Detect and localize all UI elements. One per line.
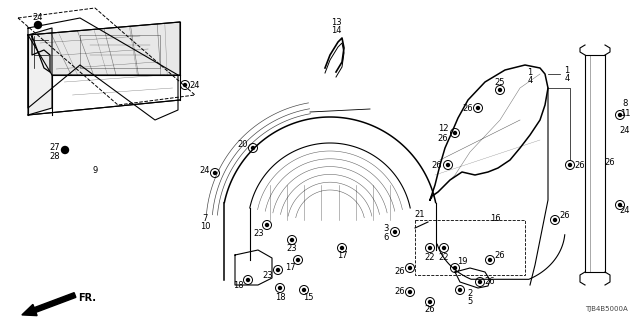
Text: 4: 4: [527, 76, 532, 84]
Text: 26: 26: [560, 211, 570, 220]
Circle shape: [479, 281, 481, 284]
Text: 17: 17: [337, 252, 348, 260]
Circle shape: [214, 172, 216, 174]
Text: TJB4B5000A: TJB4B5000A: [585, 306, 628, 312]
Circle shape: [246, 278, 250, 282]
Circle shape: [266, 223, 269, 227]
Circle shape: [499, 89, 502, 92]
Text: 24: 24: [33, 12, 44, 21]
Circle shape: [408, 267, 412, 269]
Circle shape: [278, 286, 282, 290]
Text: 12: 12: [438, 124, 448, 132]
Text: 26: 26: [605, 157, 615, 166]
Circle shape: [394, 230, 397, 234]
Text: 18: 18: [233, 281, 243, 290]
Text: 26: 26: [463, 103, 474, 113]
Text: 24: 24: [189, 81, 200, 90]
Text: 23: 23: [253, 228, 264, 237]
Text: 9: 9: [92, 165, 98, 174]
Polygon shape: [28, 28, 52, 115]
Circle shape: [442, 246, 445, 250]
Circle shape: [276, 268, 280, 271]
Circle shape: [488, 259, 492, 261]
Text: 24: 24: [200, 165, 211, 174]
Circle shape: [291, 238, 294, 242]
Circle shape: [429, 300, 431, 303]
Circle shape: [429, 246, 431, 250]
Text: 6: 6: [383, 233, 388, 242]
Text: 16: 16: [490, 213, 500, 222]
Text: 7: 7: [202, 213, 208, 222]
Text: 8: 8: [622, 99, 628, 108]
Text: 19: 19: [457, 258, 467, 267]
Text: 5: 5: [467, 298, 472, 307]
Text: 17: 17: [285, 263, 295, 273]
Circle shape: [477, 107, 479, 109]
Text: 13: 13: [331, 18, 341, 27]
Circle shape: [408, 291, 412, 293]
Circle shape: [35, 21, 42, 28]
Text: 4: 4: [564, 74, 570, 83]
Text: 26: 26: [395, 268, 405, 276]
Text: 24: 24: [620, 125, 630, 134]
Text: 15: 15: [303, 293, 313, 302]
Text: 14: 14: [331, 26, 341, 35]
Text: 2: 2: [467, 290, 472, 299]
Circle shape: [303, 289, 305, 292]
Text: 3: 3: [383, 223, 388, 233]
Circle shape: [554, 219, 557, 221]
Circle shape: [618, 114, 621, 116]
Circle shape: [458, 289, 461, 292]
Text: 26: 26: [432, 161, 442, 170]
Text: 22: 22: [425, 252, 435, 261]
Text: 26: 26: [438, 133, 448, 142]
Text: 26: 26: [484, 277, 495, 286]
Text: FR.: FR.: [78, 293, 96, 303]
Circle shape: [454, 132, 456, 134]
Text: 20: 20: [237, 140, 248, 148]
Text: 11: 11: [620, 108, 630, 117]
Text: 23: 23: [287, 244, 298, 252]
Text: 28: 28: [50, 151, 60, 161]
Text: 26: 26: [425, 306, 435, 315]
Circle shape: [184, 84, 186, 86]
Text: 1: 1: [527, 68, 532, 76]
Circle shape: [618, 204, 621, 206]
Circle shape: [568, 164, 572, 166]
FancyArrow shape: [22, 293, 76, 316]
Text: 1: 1: [564, 66, 570, 75]
Circle shape: [340, 246, 344, 250]
Circle shape: [447, 164, 449, 166]
Text: 26: 26: [395, 287, 405, 297]
Text: 25: 25: [495, 77, 505, 86]
Text: 23: 23: [262, 270, 273, 279]
Bar: [415, 220, 525, 275]
Text: 27: 27: [50, 142, 60, 151]
Text: 10: 10: [200, 221, 211, 230]
Text: 21: 21: [415, 210, 425, 219]
Circle shape: [454, 267, 456, 269]
Circle shape: [61, 147, 68, 154]
Text: 26: 26: [495, 251, 506, 260]
Polygon shape: [28, 22, 180, 75]
Text: 26: 26: [575, 161, 586, 170]
Circle shape: [252, 147, 255, 149]
Circle shape: [296, 259, 300, 261]
Text: 22: 22: [439, 252, 449, 261]
Text: 18: 18: [275, 292, 285, 301]
Text: 24: 24: [620, 205, 630, 214]
